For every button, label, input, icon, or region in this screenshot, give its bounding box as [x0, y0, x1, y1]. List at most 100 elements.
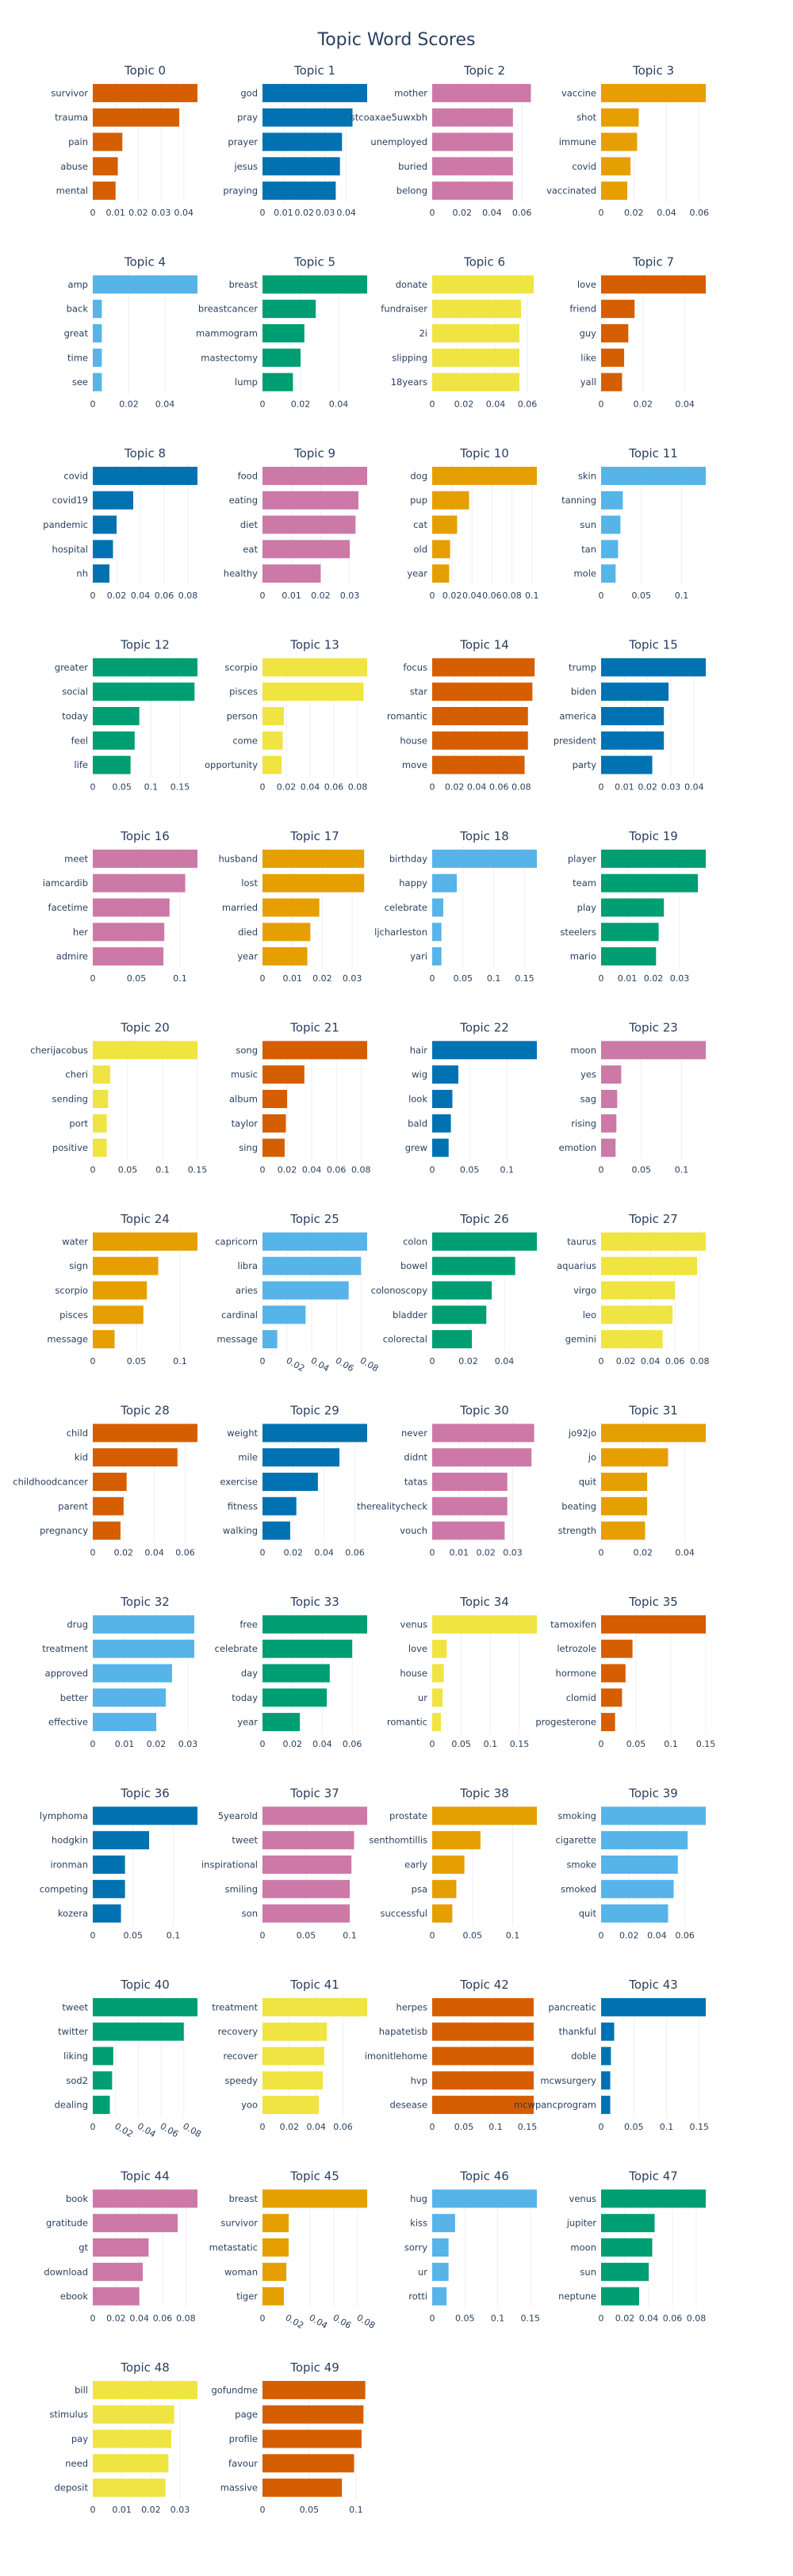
subplot-topic-47: Topic 47 venus jupiter moon sun neptune 0 0.02 0… — [558, 2169, 706, 2324]
tick-label: 0.02 — [619, 1931, 639, 1941]
tick-label: 0 — [260, 1165, 266, 1175]
word-label: love — [408, 1643, 427, 1654]
tick-label: 0.04 — [314, 1548, 334, 1558]
word-label: prayer — [228, 136, 258, 147]
bar — [601, 275, 706, 294]
tick-label: 0 — [430, 2122, 435, 2132]
tick-label: 0 — [430, 590, 435, 601]
word-label: port — [69, 1118, 88, 1129]
tick-label: 0.01 — [112, 2505, 132, 2515]
tick-label: 0.1 — [167, 1931, 181, 1941]
word-label: buried — [398, 161, 427, 172]
subplot-title: Topic 15 — [628, 638, 678, 652]
subplot-title: Topic 36 — [120, 1787, 170, 1801]
bar — [93, 1831, 150, 1850]
word-label: metastatic — [209, 2242, 258, 2253]
word-label: message — [216, 1334, 258, 1345]
bar — [93, 2380, 197, 2399]
tick-label: 0 — [599, 2122, 604, 2132]
word-label: sending — [52, 1094, 88, 1105]
tick-label: 0.06 — [153, 2314, 173, 2324]
tick-label: 0 — [599, 399, 604, 410]
word-label: fitness — [228, 1500, 258, 1512]
tick-label: 0.06 — [663, 2314, 683, 2324]
word-label: twitter — [58, 2026, 88, 2037]
word-label: team — [573, 877, 596, 889]
tick-label: 0 — [260, 1356, 266, 1366]
bar — [432, 947, 442, 966]
word-label: eating — [229, 495, 258, 506]
word-label: recovery — [218, 2026, 259, 2037]
tick-label: 0 — [260, 782, 266, 793]
word-label: album — [229, 1094, 258, 1105]
tick-label: 0.15 — [518, 2122, 538, 2132]
bar — [93, 1041, 197, 1060]
tick-label: 0.03 — [170, 2505, 190, 2515]
bar — [601, 157, 631, 176]
tick-label: 0.02 — [113, 2121, 135, 2140]
tick-label: 0.06 — [690, 208, 710, 218]
bar — [601, 83, 706, 102]
bar — [601, 348, 625, 367]
tick-label: 0 — [430, 1356, 435, 1366]
bar — [432, 1424, 534, 1443]
word-label: covid — [63, 470, 88, 481]
bar — [262, 108, 353, 127]
tick-label: 0 — [599, 973, 604, 984]
bar — [93, 1496, 124, 1515]
word-label: pandemic — [43, 519, 88, 530]
bar — [262, 1473, 318, 1491]
tick-label: 0 — [260, 590, 266, 601]
subplot-topic-23: Topic 23 moon yes sag rising emotion 0 0.05 0.1 — [559, 1021, 706, 1175]
bar — [93, 755, 131, 774]
word-label: therealitycheck — [357, 1500, 427, 1512]
bar — [262, 923, 311, 942]
subplot-title: Topic 21 — [289, 1021, 339, 1035]
bar — [432, 2022, 534, 2041]
word-label: star — [410, 686, 428, 698]
tick-label: 0.06 — [324, 782, 344, 793]
tick-label: 0.01 — [450, 1548, 469, 1558]
subplot-title: Topic 42 — [459, 1978, 509, 1992]
word-label: colonoscopy — [371, 1285, 428, 1296]
word-label: sun — [580, 519, 596, 530]
tick-label: 0.15 — [690, 2122, 710, 2132]
bar — [262, 1065, 305, 1084]
tick-label: 0.04 — [302, 1165, 322, 1175]
subplot-title: Topic 13 — [289, 638, 339, 652]
tick-label: 0.05 — [632, 1165, 652, 1175]
word-label: scorpio — [224, 662, 258, 673]
bar — [93, 1879, 125, 1898]
subplot-topic-28: Topic 28 child kid childhoodcancer parent pre… — [13, 1404, 197, 1558]
tick-label: 0.04 — [144, 1548, 164, 1558]
bar — [601, 2189, 706, 2208]
word-label: ljcharleston — [374, 927, 427, 938]
word-label: doble — [571, 2050, 596, 2062]
bar — [93, 540, 113, 559]
word-label: beating — [561, 1500, 596, 1512]
bar — [432, 324, 519, 342]
tick-label: 0.1 — [491, 2314, 505, 2324]
bar — [432, 2262, 449, 2281]
tick-label: 0.04 — [136, 2121, 158, 2140]
bar — [262, 491, 358, 510]
bar — [262, 731, 283, 750]
bar — [93, 373, 102, 392]
bar — [262, 2096, 320, 2115]
bar — [93, 2405, 174, 2424]
bar — [93, 1305, 144, 1324]
tick-label: 0.02 — [106, 2314, 126, 2324]
tick-label: 0.08 — [502, 590, 522, 601]
word-label: son — [242, 1908, 258, 1919]
word-label: pup — [410, 495, 427, 506]
word-label: exercise — [220, 1477, 258, 1488]
word-label: pancreatic — [548, 2001, 596, 2012]
tick-label: 0.08 — [178, 590, 198, 601]
bar — [601, 1997, 706, 2016]
tick-label: 0 — [260, 2314, 266, 2324]
bar — [93, 1639, 194, 1658]
bar — [93, 873, 186, 892]
bar — [262, 348, 301, 367]
